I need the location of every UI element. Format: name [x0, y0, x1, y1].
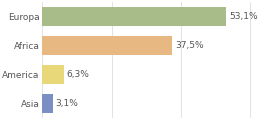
Text: 6,3%: 6,3% [67, 70, 90, 79]
Text: 37,5%: 37,5% [175, 41, 204, 50]
Text: 3,1%: 3,1% [56, 99, 79, 108]
Text: 53,1%: 53,1% [229, 12, 258, 21]
Bar [42, 7, 226, 26]
Bar [42, 94, 53, 113]
Bar [42, 36, 172, 55]
Bar [42, 65, 64, 84]
